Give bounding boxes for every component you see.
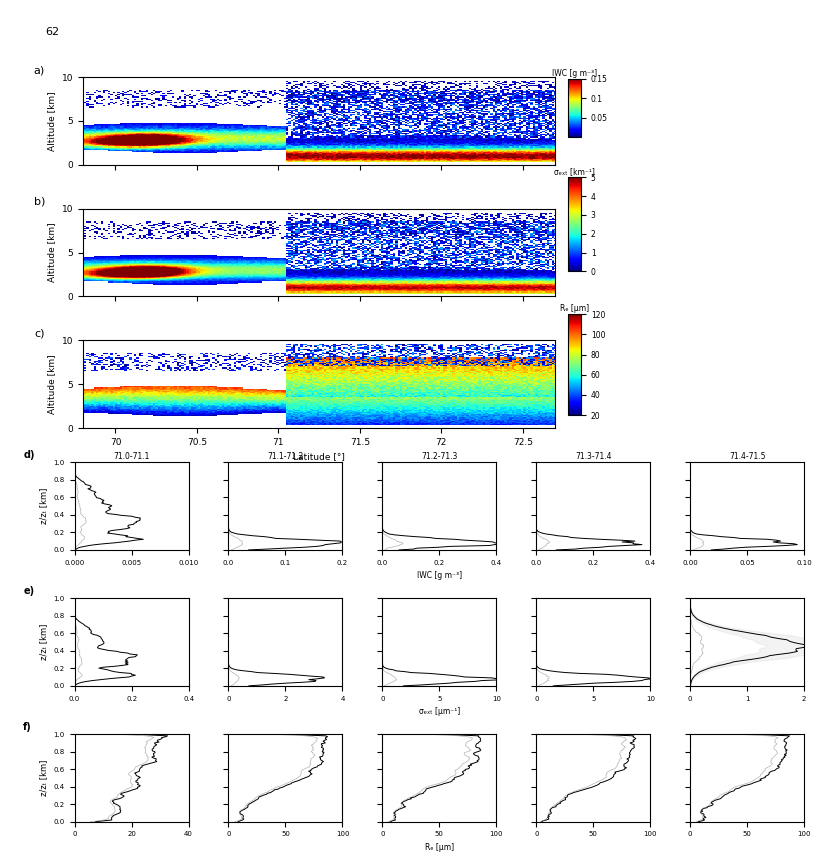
Text: c): c): [35, 329, 45, 338]
Title: 71.2-71.3: 71.2-71.3: [421, 453, 457, 461]
Y-axis label: Altitude [km]: Altitude [km]: [47, 223, 56, 282]
X-axis label: Rₑ [μm]: Rₑ [μm]: [424, 843, 454, 852]
Text: 62: 62: [46, 27, 60, 38]
Text: d): d): [23, 450, 35, 460]
Y-axis label: Altitude [km]: Altitude [km]: [47, 91, 56, 151]
Text: a): a): [34, 65, 45, 75]
X-axis label: IWC [g m⁻³]: IWC [g m⁻³]: [416, 571, 461, 580]
Title: IWC [g m⁻³]: IWC [g m⁻³]: [551, 69, 596, 78]
Title: 71.1-71.2: 71.1-71.2: [267, 453, 303, 461]
Y-axis label: z/zₜ [km]: z/zₜ [km]: [39, 488, 48, 524]
Title: 71.0-71.1: 71.0-71.1: [113, 453, 150, 461]
Y-axis label: Altitude [km]: Altitude [km]: [47, 354, 56, 414]
Text: e): e): [23, 586, 35, 596]
X-axis label: σₑₓₜ [μm⁻¹]: σₑₓₜ [μm⁻¹]: [418, 707, 460, 716]
Title: σₑₓₜ [km⁻¹]: σₑₓₜ [km⁻¹]: [553, 168, 595, 176]
Y-axis label: z/zₜ [km]: z/zₜ [km]: [39, 760, 48, 796]
Title: 71.3-71.4: 71.3-71.4: [575, 453, 611, 461]
Text: b): b): [34, 197, 45, 207]
X-axis label: Latitude [°]: Latitude [°]: [293, 452, 344, 461]
Title: Rₑ [μm]: Rₑ [μm]: [559, 305, 589, 313]
Title: 71.4-71.5: 71.4-71.5: [728, 453, 764, 461]
Text: f): f): [23, 722, 32, 732]
Y-axis label: z/zₜ [km]: z/zₜ [km]: [39, 624, 48, 660]
